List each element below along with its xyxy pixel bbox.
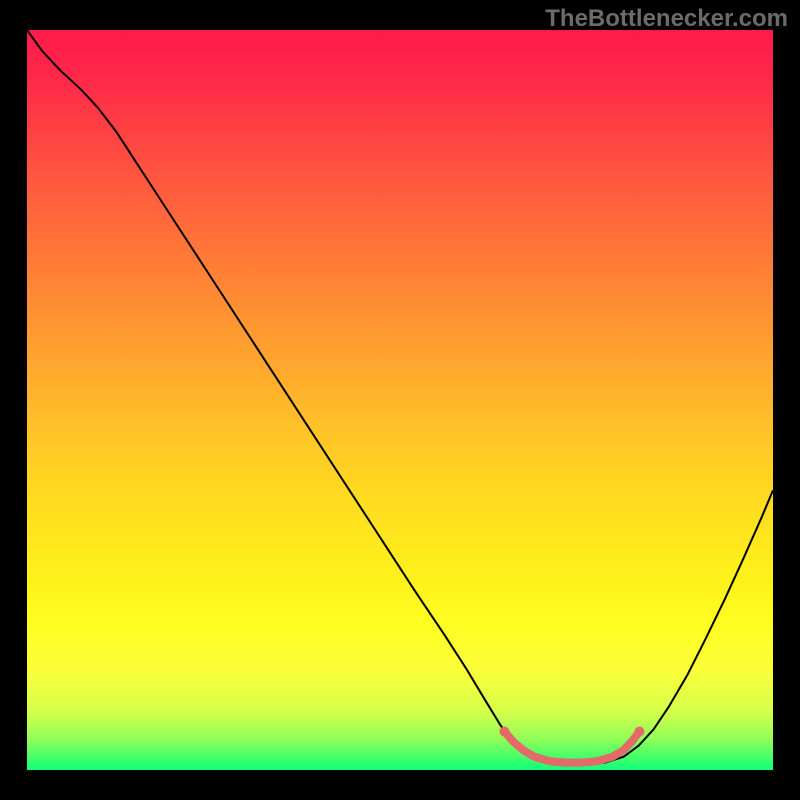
watermark-label: TheBottlenecker.com	[545, 5, 788, 32]
bottleneck-chart: TheBottlenecker.com	[0, 0, 800, 800]
sweet-spot-dot-end	[634, 727, 644, 737]
plot-background	[27, 30, 773, 770]
sweet-spot-dot-start	[499, 727, 509, 737]
